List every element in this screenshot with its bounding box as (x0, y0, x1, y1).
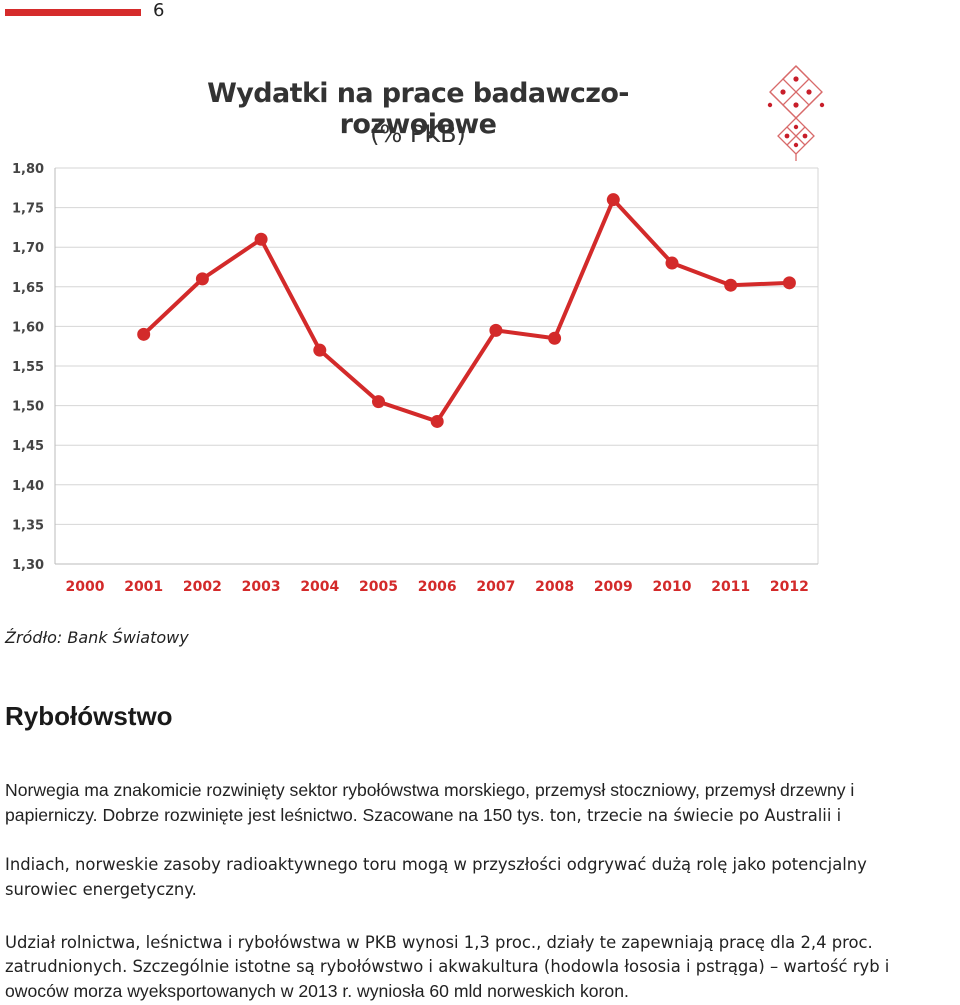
y-tick-label: 1,55 (12, 360, 44, 375)
paragraph-thorium: Indiach, norweskie zasoby radioaktywnego… (5, 852, 960, 902)
x-tick-label: 2001 (124, 579, 163, 595)
paragraph-line: surowiec energetyczny. (5, 880, 197, 899)
series-line (142, 197, 790, 424)
header-accent-bar (5, 9, 141, 16)
data-point (137, 327, 151, 341)
x-tick-label: 2002 (183, 579, 222, 595)
data-point (724, 278, 738, 292)
paragraph-line: papierniczy. Dobrze rozwinięte jest leśn… (5, 803, 960, 828)
x-tick-label: 2008 (535, 579, 574, 595)
x-tick-label: 2005 (359, 579, 398, 595)
data-point (665, 256, 679, 270)
x-tick-label: 2011 (711, 579, 750, 595)
rd-spending-line-chart: 1,30 1,35 1,40 1,45 1,50 1,55 1,60 1,65 1,70 1,75… (12, 162, 819, 595)
chart-subtitle: (% PKB) (370, 120, 466, 148)
data-point (606, 193, 620, 207)
chart-source-note: Źródło: Bank Światowy (5, 628, 189, 647)
x-tick-label: 2003 (242, 579, 281, 595)
y-tick-label: 1,45 (12, 439, 44, 454)
paragraph-line: Indiach, norweskie zasoby radioaktywnego… (5, 855, 867, 874)
x-tick-label: 2010 (653, 579, 692, 595)
paragraph-line: Udział rolnictwa, leśnictwa i rybołówstw… (5, 933, 873, 952)
paragraph-fisheries-overview: Norwegia ma znakomicie rozwinięty sektor… (5, 778, 960, 828)
y-tick-label: 1,40 (12, 479, 44, 494)
logo-icon (767, 65, 825, 161)
y-tick-label: 1,30 (12, 558, 44, 573)
paragraph-line: owoców morza wyeksportowanych w 2013 r. … (5, 981, 629, 1001)
page-number: 6 (153, 0, 165, 21)
data-point (489, 323, 503, 337)
data-point (372, 395, 385, 409)
paragraph-agriculture-share: Udział rolnictwa, leśnictwa i rybołówstw… (5, 931, 960, 1003)
data-point (782, 276, 796, 290)
x-tick-label: 2006 (418, 579, 457, 595)
x-tick-label: 2004 (300, 579, 339, 595)
y-tick-label: 1,50 (12, 400, 44, 415)
data-point (195, 272, 209, 286)
y-tick-label: 1,80 (12, 162, 44, 177)
paragraph-text: ton, trzecie na świecie po Australii i (544, 806, 842, 825)
x-tick-label: 2009 (594, 579, 633, 595)
y-tick-label: 1,70 (12, 241, 44, 256)
paragraph-text: papierniczy. Dobrze rozwinięte jest leśn… (5, 805, 545, 825)
chart-title: Wydatki na prace badawczo-rozwojowe (207, 78, 629, 140)
paragraph-line: Norwegia ma znakomicie rozwinięty sektor… (5, 780, 855, 800)
data-point (548, 331, 562, 345)
y-tick-label: 1,65 (12, 281, 44, 296)
data-point (254, 232, 268, 246)
x-tick-label: 2012 (770, 579, 809, 595)
x-tick-label: 2000 (66, 579, 105, 595)
y-tick-label: 1,60 (12, 320, 44, 335)
paragraph-line: zatrudnionych. Szczególnie istotne są ry… (5, 957, 890, 976)
data-point (313, 343, 327, 357)
y-tick-label: 1,35 (12, 518, 44, 533)
y-tick-label: 1,75 (12, 202, 44, 217)
data-point (430, 414, 444, 428)
section-heading: Rybołówstwo (5, 701, 173, 731)
x-tick-label: 2007 (476, 579, 515, 595)
